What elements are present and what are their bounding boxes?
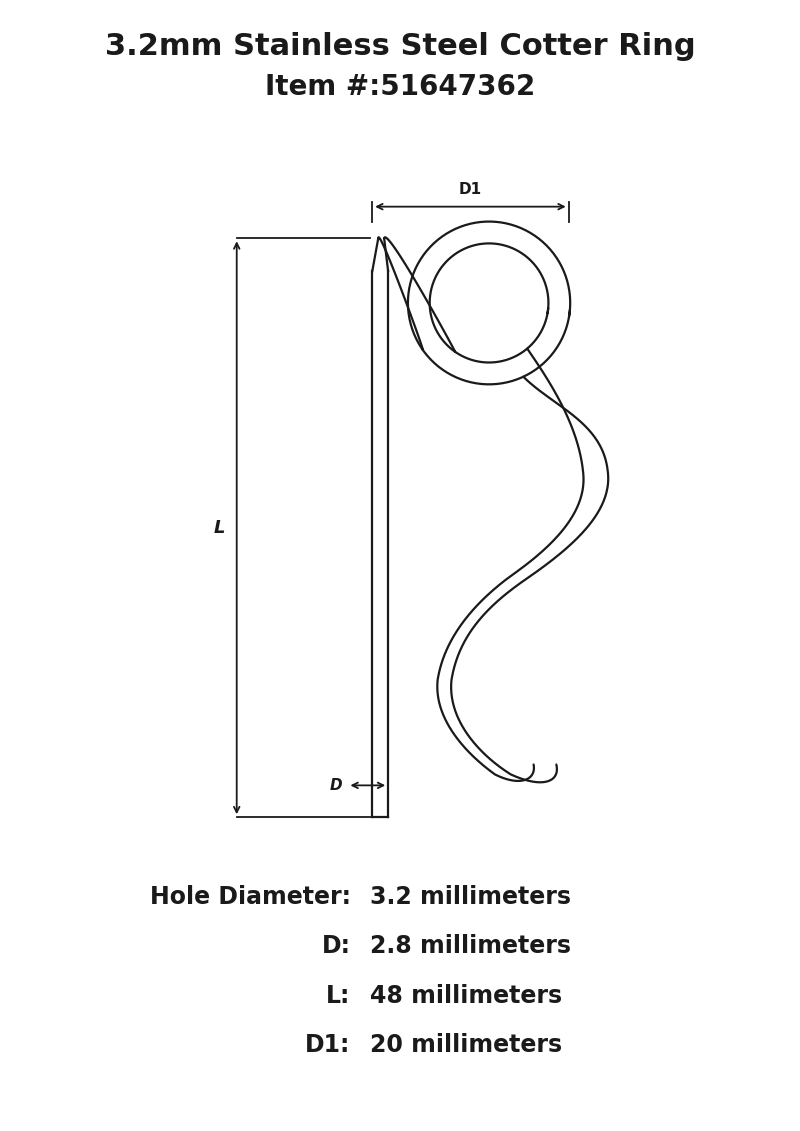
Text: 2.8 millimeters: 2.8 millimeters (370, 934, 571, 958)
Text: Item #:51647362: Item #:51647362 (265, 72, 535, 101)
Text: L:: L: (326, 984, 350, 1008)
Text: D1: D1 (459, 182, 482, 197)
Text: 3.2mm Stainless Steel Cotter Ring: 3.2mm Stainless Steel Cotter Ring (105, 33, 695, 61)
Text: Hole Diameter:: Hole Diameter: (150, 884, 350, 908)
Text: 20 millimeters: 20 millimeters (370, 1034, 562, 1057)
Text: 48 millimeters: 48 millimeters (370, 984, 562, 1008)
Text: 3.2 millimeters: 3.2 millimeters (370, 884, 571, 908)
Text: L: L (213, 519, 225, 537)
Text: D:: D: (322, 934, 350, 958)
Text: D1:: D1: (305, 1034, 350, 1057)
Text: D: D (330, 778, 342, 793)
